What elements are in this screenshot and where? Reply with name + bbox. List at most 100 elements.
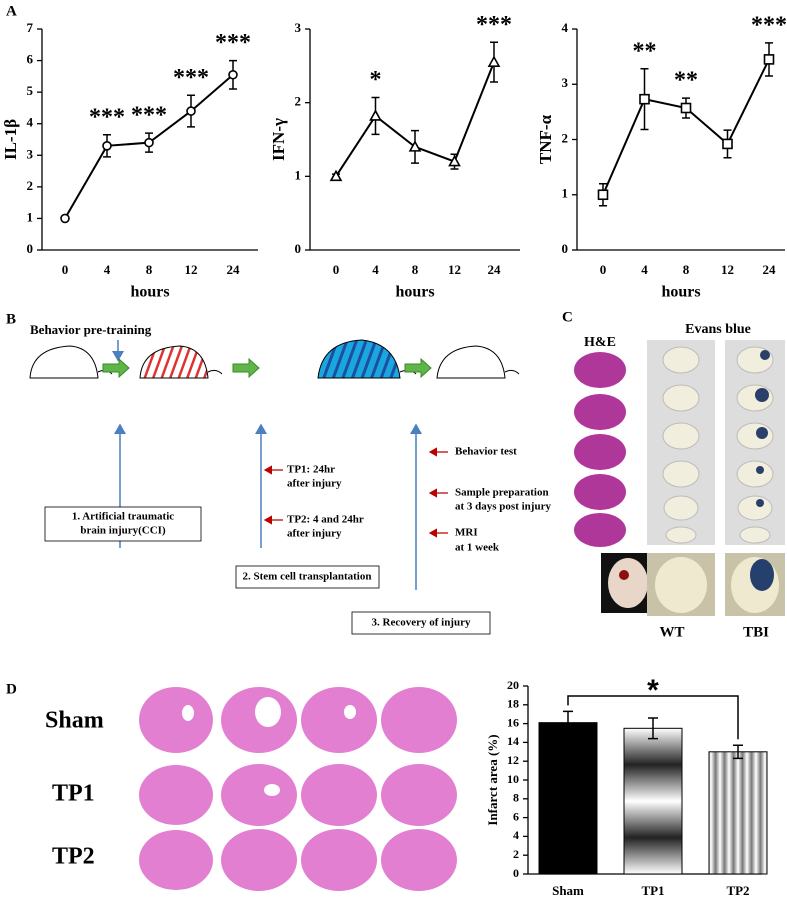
marker	[639, 93, 650, 105]
row-label: TP2	[52, 844, 95, 870]
x-tick-label: 24	[763, 262, 777, 277]
he-label: H&E	[584, 335, 616, 350]
marker	[448, 154, 461, 167]
marker	[369, 109, 382, 121]
y-tick-label: 8	[513, 791, 519, 805]
significance-bracket	[567, 695, 739, 740]
y-tick-label: 20	[507, 678, 519, 692]
y-tick-label: 1	[562, 186, 569, 201]
row-label: TP1	[52, 781, 95, 807]
y-axis-label: Infarct area (%)	[485, 734, 500, 825]
y-tick-label: 6	[27, 52, 34, 67]
y-tick-label: 10	[507, 772, 519, 786]
schematic: Behavior pre-training	[29, 322, 551, 635]
x-tick-label: 12	[721, 262, 734, 277]
timepoint-label: TP1: 24hr	[287, 464, 335, 476]
y-axis-label: IL-1β	[1, 119, 20, 160]
panel-label: C	[562, 309, 573, 325]
panel-label: A	[6, 3, 17, 19]
significance: *	[370, 67, 382, 93]
bar	[708, 751, 768, 875]
significance: ***	[89, 104, 125, 130]
x-tick-label: TP1	[641, 883, 664, 898]
error-bar	[563, 710, 573, 735]
significance: *	[647, 674, 659, 707]
x-tick-label: 0	[62, 262, 69, 277]
x-tick-label: 8	[683, 262, 690, 277]
x-tick-label: 12	[448, 262, 461, 277]
row-label: Sham	[45, 708, 104, 734]
outcome-label: Sample preparation	[455, 487, 549, 499]
bar	[623, 727, 683, 875]
y-tick-label: 0	[513, 866, 519, 880]
marker	[408, 140, 422, 152]
error-bar	[648, 717, 658, 740]
x-tick-label: 8	[412, 262, 419, 277]
marker	[597, 189, 609, 201]
significance: ***	[173, 65, 209, 91]
outcome-label: MRI	[455, 527, 478, 539]
marker	[722, 138, 733, 150]
x-tick-label: 4	[372, 262, 379, 277]
step-label: 2. Stem cell transplantation	[243, 571, 372, 583]
y-tick-label: 4	[27, 115, 34, 130]
marker	[680, 102, 692, 114]
panel-label: D	[6, 681, 17, 697]
y-tick-label: 2	[562, 130, 569, 145]
timepoint-label: after injury	[287, 528, 342, 540]
y-tick-label: 0	[295, 241, 302, 256]
marker	[228, 69, 238, 80]
x-tick-label: 4	[641, 262, 648, 277]
outcome-label: at 3 days post injury	[455, 501, 551, 513]
marker	[144, 137, 154, 148]
x-tick-label: 24	[488, 262, 502, 277]
evans-label: Evans blue	[685, 322, 751, 337]
y-tick-label: 2	[513, 847, 519, 861]
column-label: TBI	[743, 624, 769, 640]
y-tick-label: 12	[507, 753, 519, 767]
x-axis-label: hours	[130, 284, 169, 301]
significance: ***	[476, 12, 512, 38]
y-axis-label: TNF-α	[536, 114, 555, 164]
step-label: 1. Artificial traumatic	[72, 511, 174, 523]
outcome-label: at 1 week	[455, 542, 500, 554]
y-tick-label: 14	[507, 734, 519, 748]
y-tick-label: 5	[27, 83, 34, 98]
column-label: WT	[659, 624, 684, 640]
x-tick-label: 8	[146, 262, 153, 277]
marker	[102, 141, 112, 151]
y-tick-label: 4	[562, 20, 569, 35]
y-axis-label: IFN-γ	[269, 118, 288, 161]
y-tick-label: 0	[562, 241, 569, 256]
x-tick-label: 0	[600, 262, 607, 277]
x-tick-label: Sham	[552, 883, 584, 898]
outcome-label: Behavior test	[455, 446, 517, 458]
y-tick-label: 18	[507, 697, 519, 711]
x-tick-label: 0	[333, 262, 340, 277]
significance: ***	[215, 30, 251, 56]
y-tick-label: 6	[513, 809, 519, 823]
marker	[329, 169, 343, 182]
significance: ***	[751, 12, 787, 38]
x-tick-label: 12	[185, 262, 198, 277]
x-tick-label: 4	[104, 262, 111, 277]
timepoint-label: after injury	[287, 478, 342, 490]
panel-label: B	[6, 311, 16, 327]
y-tick-label: 3	[295, 20, 302, 35]
staining-images: H&E Evans blue WT TBI	[574, 322, 785, 640]
marker	[487, 55, 501, 67]
x-axis-label: hours	[395, 284, 434, 301]
y-tick-label: 3	[562, 75, 569, 90]
y-tick-label: 16	[507, 715, 519, 729]
timepoint-label: TP2: 4 and 24hr	[287, 514, 364, 526]
step-label: brain injury(CCI)	[80, 525, 166, 537]
marker	[763, 54, 775, 65]
x-axis-label: hours	[661, 284, 700, 301]
y-tick-label: 4	[513, 828, 519, 842]
y-tick-label: 7	[27, 20, 34, 35]
y-tick-label: 3	[27, 146, 34, 161]
y-tick-label: 2	[27, 178, 34, 193]
bar	[538, 722, 598, 875]
histology-images: Sham TP1 TP2	[45, 687, 457, 891]
